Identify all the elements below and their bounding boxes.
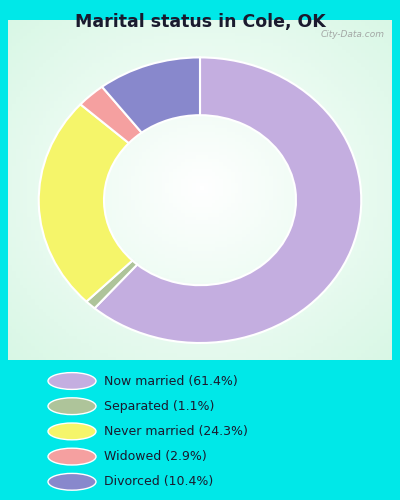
Circle shape [48,448,96,465]
Circle shape [48,474,96,490]
Wedge shape [80,87,142,143]
Wedge shape [102,58,200,132]
Circle shape [48,398,96,414]
Text: Widowed (2.9%): Widowed (2.9%) [104,450,207,463]
Text: Now married (61.4%): Now married (61.4%) [104,374,238,388]
Text: Divorced (10.4%): Divorced (10.4%) [104,476,213,488]
Text: Never married (24.3%): Never married (24.3%) [104,425,248,438]
Text: Marital status in Cole, OK: Marital status in Cole, OK [75,13,325,31]
Wedge shape [94,58,361,343]
Wedge shape [86,260,137,308]
Circle shape [48,423,96,440]
Circle shape [48,372,96,390]
Wedge shape [39,104,132,302]
Text: Separated (1.1%): Separated (1.1%) [104,400,214,412]
Text: City-Data.com: City-Data.com [320,30,384,39]
